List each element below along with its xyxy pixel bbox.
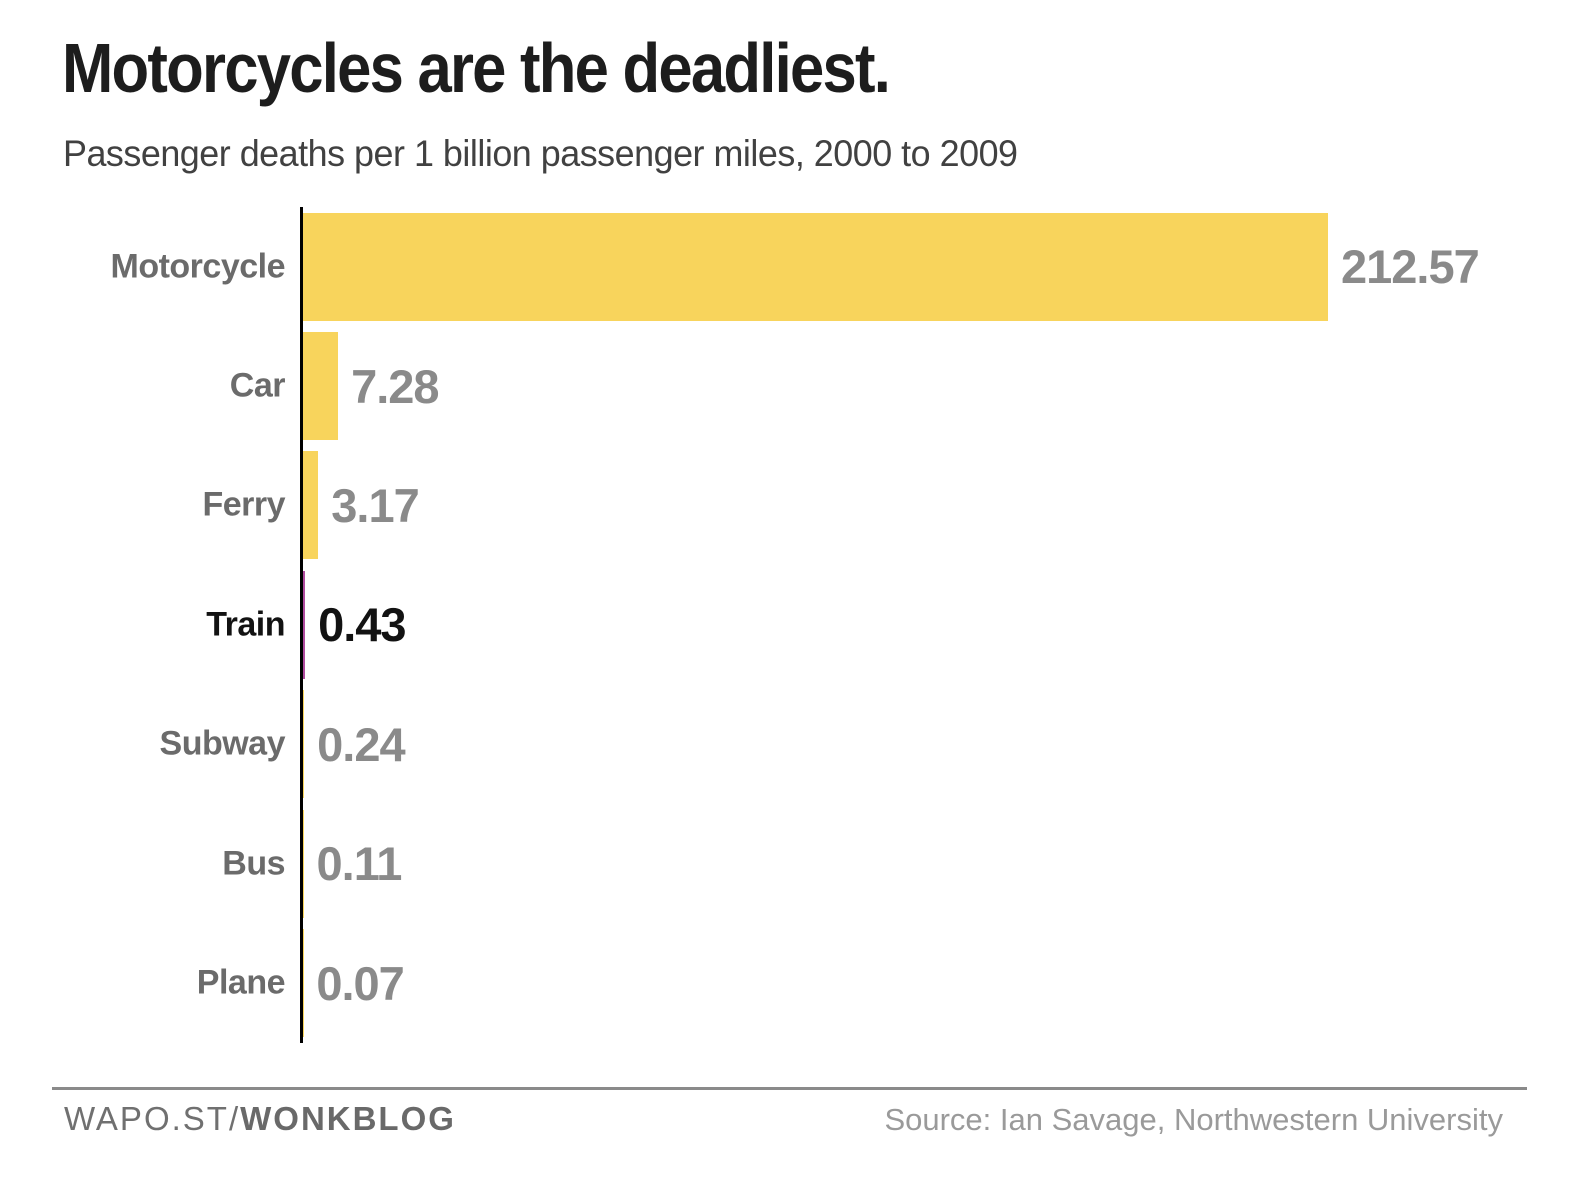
bar xyxy=(303,570,306,679)
value-label: 212.57 xyxy=(1341,240,1480,294)
bar-track: 0.43 xyxy=(303,570,1579,679)
brand-bold: WONKBLOG xyxy=(240,1100,456,1137)
value-label: 7.28 xyxy=(351,359,439,413)
bar-track: 0.11 xyxy=(303,809,1579,918)
value-label: 0.07 xyxy=(316,956,404,1010)
bar-row: Train 0.43 xyxy=(0,565,1579,684)
bar xyxy=(303,451,319,560)
bar-track: 212.57 xyxy=(303,212,1579,321)
category-label: Motorcycle xyxy=(110,247,286,286)
bar-row: Bus 0.11 xyxy=(0,804,1579,923)
bar-row: Subway 0.24 xyxy=(0,685,1579,804)
brand-prefix: WAPO.ST/ xyxy=(64,1100,241,1137)
bar xyxy=(303,332,339,441)
y-axis-line xyxy=(300,207,303,1043)
category-label: Car xyxy=(229,366,286,405)
value-label: 0.43 xyxy=(318,598,406,652)
bar-track: 3.17 xyxy=(303,451,1579,560)
category-label: Ferry xyxy=(202,485,285,524)
bar-row: Ferry 3.17 xyxy=(0,446,1579,565)
bar-row: Car 7.28 xyxy=(0,326,1579,445)
bar-track: 7.28 xyxy=(303,332,1579,441)
footer-divider xyxy=(52,1087,1527,1090)
bar xyxy=(303,809,304,918)
bar-chart: Motorcycle 212.57 Car 7.28 Ferry 3.17 Train 0.4… xyxy=(0,207,1579,1043)
source-credit: Source: Ian Savage, Northwestern Univers… xyxy=(884,1102,1503,1137)
category-label: Train xyxy=(206,605,285,644)
bar xyxy=(303,690,305,799)
category-label: Plane xyxy=(196,963,286,1002)
bar xyxy=(303,212,1328,321)
category-label: Subway xyxy=(159,724,286,763)
bar-row: Motorcycle 212.57 xyxy=(0,207,1579,326)
chart-subtitle: Passenger deaths per 1 billion passenger… xyxy=(63,133,1018,174)
bar-track: 0.24 xyxy=(303,690,1579,799)
value-label: 3.17 xyxy=(331,478,419,532)
value-label: 0.24 xyxy=(317,717,405,771)
bar-row: Plane 0.07 xyxy=(0,923,1579,1042)
value-label: 0.11 xyxy=(316,837,403,891)
bar-rows-container: Motorcycle 212.57 Car 7.28 Ferry 3.17 Train 0.4… xyxy=(0,207,1579,1043)
branding: WAPO.ST/WONKBLOG xyxy=(64,1100,456,1138)
bar-track: 0.07 xyxy=(303,929,1579,1038)
category-label: Bus xyxy=(222,844,285,883)
chart-title: Motorcycles are the deadliest. xyxy=(62,29,891,107)
